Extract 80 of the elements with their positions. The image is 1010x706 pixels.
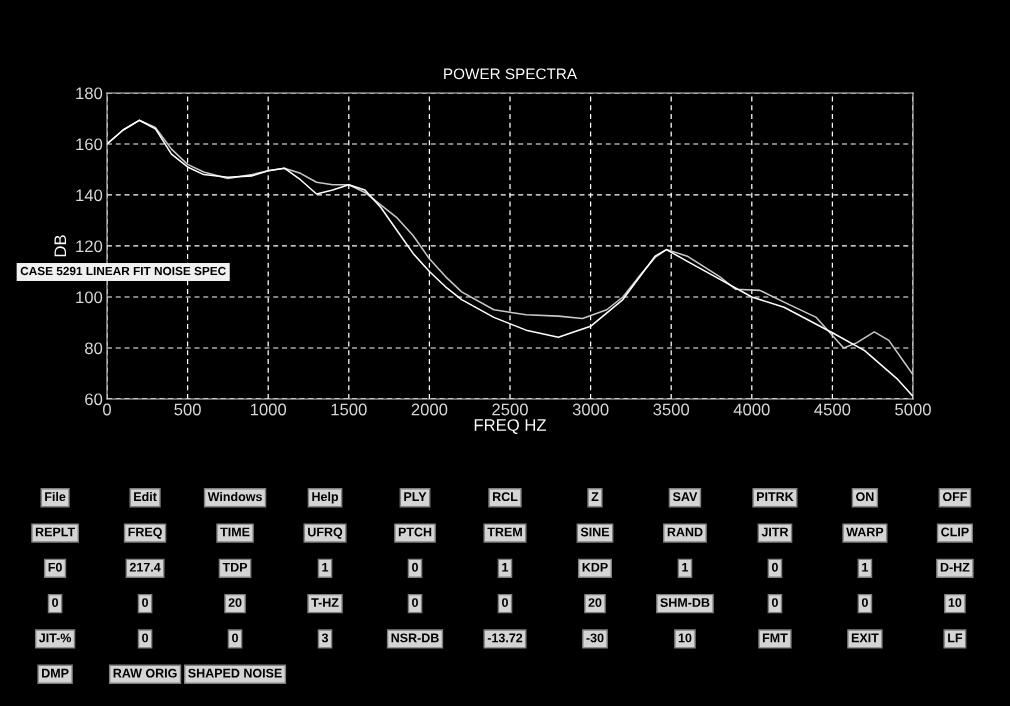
text: NSR-DB	[391, 633, 439, 643]
text: 0	[502, 598, 508, 607]
x-tick-label: 2500	[492, 403, 528, 416]
text: PLY	[404, 492, 427, 501]
text: KDP	[582, 562, 608, 572]
annotation: CASE 5291 LINEAR FIT NOISE SPEC	[20, 266, 226, 276]
x-tick-label: 0	[103, 403, 111, 416]
y-tick-label: 120	[76, 240, 103, 253]
text: RAW ORIG	[113, 668, 177, 678]
text: Windows	[207, 491, 262, 502]
text: 0	[861, 598, 868, 607]
text: 0	[412, 562, 418, 572]
text: 0	[142, 598, 149, 607]
text: PITRK	[757, 492, 794, 501]
text: File	[45, 491, 66, 502]
x-tick-label: 3500	[653, 403, 690, 416]
text: SHAPED NOISE	[188, 668, 282, 678]
x-tick-label: 4500	[814, 403, 851, 416]
x-tick-label: 5000	[895, 403, 931, 416]
text: 10	[678, 633, 692, 643]
x-tick-label: 3000	[572, 403, 609, 416]
text: DMP	[42, 668, 69, 678]
text: Help	[312, 491, 339, 504]
x-tick-label: 1000	[250, 403, 287, 416]
y-tick-label: 60	[85, 393, 103, 406]
text: FMT	[762, 633, 788, 643]
x-tick-label: 1500	[331, 403, 367, 416]
text: 0	[52, 598, 59, 607]
text: T-HZ	[311, 598, 339, 607]
text: RCL	[492, 492, 518, 502]
text: UFRQ	[308, 527, 343, 539]
text: 3	[321, 633, 329, 643]
text: 1	[682, 562, 689, 572]
text: RAND	[667, 527, 703, 537]
text: F0	[48, 562, 62, 572]
text: 0	[771, 598, 778, 607]
text: ON	[856, 492, 874, 502]
text: 217.4	[129, 562, 161, 572]
text: JITR	[761, 527, 789, 537]
text: 0	[412, 598, 418, 607]
y-axis-title: DB	[54, 235, 67, 257]
text: SAV	[672, 492, 698, 502]
text: EXIT	[851, 633, 879, 643]
x-tick-label: 2000	[411, 403, 448, 416]
text: FREQ	[128, 527, 162, 539]
y-tick-label: 80	[85, 342, 103, 355]
y-tick-label: 180	[76, 87, 103, 100]
text: Z	[591, 492, 599, 501]
text: D-HZ	[940, 562, 970, 572]
x-tick-label: 500	[174, 403, 201, 416]
text: 1	[502, 562, 509, 572]
text: 1	[862, 562, 869, 572]
text: PTCH	[398, 527, 432, 537]
text: OFF	[942, 492, 967, 502]
text: TIME	[220, 527, 250, 537]
text: LF	[948, 633, 963, 643]
text: 10	[948, 598, 962, 607]
text: SHM-DB	[660, 598, 710, 607]
text: WARP	[846, 527, 884, 537]
text: 1	[322, 562, 329, 572]
text: JIT-%	[38, 633, 72, 643]
text: Edit	[134, 491, 157, 502]
chart-title: POWER SPECTRA	[444, 68, 578, 80]
text: REPLT	[35, 527, 75, 537]
text: TREM	[487, 527, 522, 537]
x-tick-label: 4000	[733, 403, 770, 416]
text: 0	[771, 562, 778, 572]
text: -30	[586, 633, 604, 643]
y-tick-label: 160	[76, 138, 103, 151]
x-axis-title: FREQ HZ	[474, 419, 547, 434]
text: TDP	[222, 562, 248, 572]
y-tick-label: 100	[76, 291, 103, 304]
text: 20	[228, 598, 242, 607]
text: 20	[588, 598, 602, 607]
text: -13.72	[487, 633, 523, 643]
text: SINE	[580, 527, 610, 537]
text: CLIP	[941, 527, 969, 537]
text: 0	[232, 633, 239, 643]
text: 0	[142, 633, 149, 643]
y-tick-label: 140	[76, 189, 103, 202]
